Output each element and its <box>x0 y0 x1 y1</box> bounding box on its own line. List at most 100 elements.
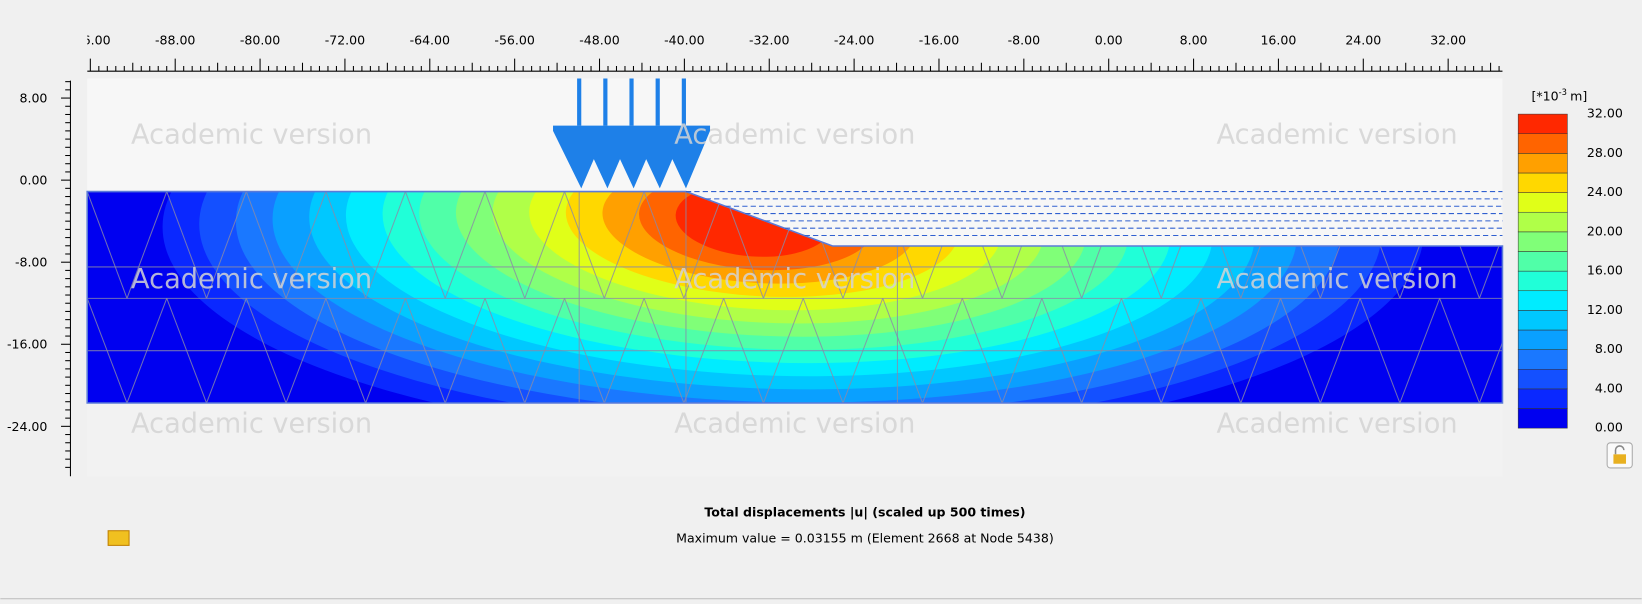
mesh-line <box>603 298 645 404</box>
water-lines <box>685 191 1503 237</box>
y-ruler-label: 0.00 <box>19 173 47 188</box>
mesh-line <box>1240 298 1282 404</box>
mesh-line <box>245 298 287 404</box>
mesh-line <box>365 298 406 404</box>
x-ruler-label: -16.00 <box>919 32 959 47</box>
mesh-line <box>564 298 605 404</box>
mesh-line <box>1478 298 1503 404</box>
mesh-line <box>1319 298 1361 404</box>
watermark: Academic version <box>674 408 915 439</box>
mesh-line <box>643 298 685 404</box>
mesh-line <box>524 298 566 404</box>
legend-unit: [*10-3 m] <box>1532 87 1588 103</box>
mesh-line <box>285 298 327 404</box>
caption-detail: Maximum value = 0.03155 m (Element 2668 … <box>676 531 1054 546</box>
mesh-line <box>404 191 446 299</box>
x-ruler-label: -80.00 <box>240 32 280 47</box>
legend-label: 28.00 <box>1587 145 1623 160</box>
watermark: Academic version <box>131 408 372 439</box>
legend-band <box>1517 251 1568 272</box>
mesh-line <box>683 191 725 299</box>
x-ruler-label: -24.00 <box>834 32 874 47</box>
legend-label: 8.00 <box>1595 341 1623 356</box>
watermark: Academic version <box>1217 408 1458 439</box>
watermark: Academic version <box>1217 264 1458 295</box>
legend-unit-suffix: m] <box>1570 88 1587 103</box>
mesh-line <box>683 298 725 404</box>
watermark: Academic version <box>131 120 372 151</box>
y-ruler-label: -16.00 <box>7 337 47 352</box>
output-icon[interactable] <box>107 530 130 546</box>
mesh-line <box>325 191 367 299</box>
legend-band <box>1517 113 1568 134</box>
load <box>553 78 711 189</box>
mesh-line <box>723 191 764 299</box>
mesh-line <box>723 298 764 404</box>
mesh-line <box>325 298 367 404</box>
legend-label: 20.00 <box>1587 223 1623 238</box>
y-ruler-label: 8.00 <box>19 91 47 106</box>
mesh-line <box>1439 298 1480 404</box>
mesh-line <box>643 191 685 299</box>
mesh-line <box>166 191 208 299</box>
mesh-line <box>1200 298 1242 404</box>
x-ruler-label: -8.00 <box>1008 32 1040 47</box>
mesh-line <box>564 191 605 299</box>
legend-label: 24.00 <box>1587 184 1623 199</box>
legend-band <box>1517 329 1568 350</box>
legend-band <box>1517 290 1568 311</box>
mesh-line <box>484 191 526 299</box>
x-ruler-label: 8.00 <box>1180 32 1208 47</box>
legend-label: 0.00 <box>1595 420 1623 435</box>
legend-band <box>1517 172 1568 193</box>
mesh-line <box>365 191 406 299</box>
y-ruler-label: -8.00 <box>15 255 47 270</box>
mesh-line <box>842 298 884 404</box>
x-ruler-label: -88.00 <box>155 32 195 47</box>
x-ruler: -96.00 -88.00 -80.00 -72.00 -64.00 -56.00 -48.… <box>70 32 1503 72</box>
watermark: Academic version <box>1217 120 1458 151</box>
watermark: Academic version <box>131 264 372 295</box>
legend-band <box>1517 349 1568 370</box>
legend-band <box>1517 310 1568 331</box>
x-ruler-label: 0.00 <box>1095 32 1123 47</box>
legend-band <box>1517 192 1568 213</box>
mesh-line <box>245 191 287 299</box>
mesh-line <box>206 298 247 404</box>
lock-icon[interactable] <box>1606 442 1633 469</box>
legend-label: 16.00 <box>1587 263 1623 278</box>
mesh-line <box>404 298 446 404</box>
mesh-line <box>444 191 486 299</box>
x-ruler-label: 24.00 <box>1345 32 1381 47</box>
mesh-line <box>1280 298 1321 404</box>
empty-area <box>87 403 1503 477</box>
mesh-line <box>922 298 963 404</box>
mesh-line <box>126 191 168 299</box>
legend-band <box>1517 211 1568 233</box>
mesh-line <box>444 298 486 404</box>
x-ruler-label: -72.00 <box>325 32 365 47</box>
mesh-line <box>762 298 804 404</box>
y-ruler-label: -24.00 <box>7 419 47 434</box>
legend-band <box>1517 231 1568 252</box>
mesh-line <box>285 191 327 299</box>
x-ruler-label: -48.00 <box>579 32 619 47</box>
x-ruler-label: -40.00 <box>664 32 704 47</box>
x-ruler-label: 32.00 <box>1430 32 1466 47</box>
legend-band <box>1517 270 1568 292</box>
legend-band <box>1517 153 1568 174</box>
mesh-line <box>1399 298 1441 404</box>
watermarks: Academic version Academic version Academic… <box>131 120 1458 440</box>
legend-unit-prefix: [*10 <box>1532 88 1559 103</box>
legend-label: 32.00 <box>1587 106 1623 121</box>
mesh-line <box>1160 298 1202 404</box>
watermark: Academic version <box>674 120 915 151</box>
mesh-line <box>1041 298 1083 404</box>
legend-band <box>1517 368 1568 390</box>
legend-band <box>1517 408 1568 429</box>
x-ruler-label: -96.00 <box>70 32 110 47</box>
mesh-line <box>484 298 526 404</box>
legend-band <box>1517 133 1568 154</box>
